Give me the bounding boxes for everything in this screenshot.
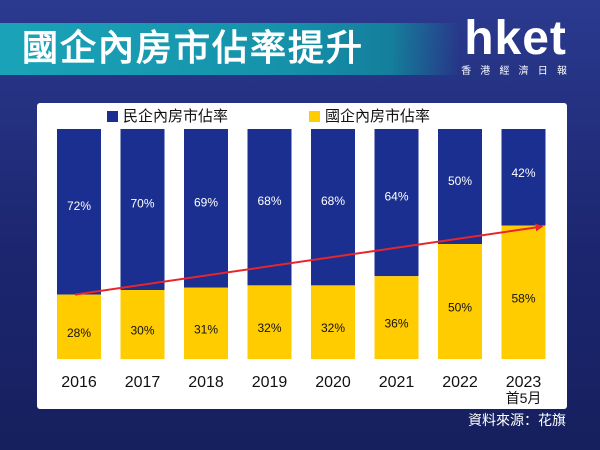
x-tick-label-2017: 2017 [125,374,161,391]
bar-soe-2021 [374,276,419,359]
x-tick-label-2022: 2022 [442,374,478,391]
value-label-soe-2018: 31% [194,322,218,336]
bar-soe-2016 [57,294,101,359]
value-label-soe-2021: 36% [384,317,408,331]
logo-subtitle: 香 港 經 濟 日 報 [461,66,570,77]
bar-private-2022 [438,129,482,244]
trend-arrow-group [74,223,544,296]
value-label-soe-2017: 30% [130,324,154,338]
chart-legend: 民企內房市佔率 國企內房市佔率 [107,107,430,125]
value-label-private-2020: 68% [321,194,345,208]
hket-logo: hket 香 港 經 濟 日 報 [461,12,570,78]
bar-soe-2020 [311,285,355,359]
bar-private-2016 [57,129,101,295]
title-banner [0,23,460,75]
bar-private-2019 [247,129,292,286]
logo-text: hket [464,12,567,65]
stacked-bar-chart: 民企內房市佔率 國企內房市佔率 72% 28% 70% 30% 69% 31% 68% 32% 6… [57,107,546,406]
bar-private-2017 [120,129,165,290]
value-label-private-2022: 50% [448,174,472,188]
legend-label-1: 國企內房市佔率 [325,107,430,125]
bar-private-2021 [374,129,419,277]
x-tick-label-2023: 2023 [506,374,542,391]
value-label-group: 72% 28% 70% 30% 69% 31% 68% 32% 68% 32% 64% 36% 50% 5… [67,166,536,340]
bar-private-2023 [501,129,546,226]
x-tick-label-2016: 2016 [61,374,97,391]
x-tick-label-2021: 2021 [379,374,415,391]
x-tick-label-2019: 2019 [252,374,288,391]
bar-soe-2019 [247,285,292,359]
trend-arrow [74,223,544,296]
bar-private-2018 [184,129,228,288]
legend-swatch-0 [107,111,118,122]
value-label-private-2021: 64% [384,190,408,204]
legend-label-0: 民企內房市佔率 [123,107,228,125]
value-label-private-2018: 69% [194,195,218,209]
value-label-soe-2022: 50% [448,301,472,315]
legend-swatch-1 [309,111,320,122]
value-label-private-2019: 68% [257,194,281,208]
chart-panel: 民企內房市佔率 國企內房市佔率 72% 28% 70% 30% 69% 31% 68% 32% 6… [37,103,567,409]
bar-soe-2023 [501,225,546,359]
bar-group [57,129,546,359]
x-tick-sublabel-2023: 首5月 [506,390,542,406]
x-tick-label-2018: 2018 [188,374,224,391]
value-label-soe-2016: 28% [67,326,91,340]
value-label-soe-2020: 32% [321,321,345,335]
x-tick-label-2020: 2020 [315,374,351,391]
source-note: 資料來源：花旗 [468,413,566,429]
value-label-soe-2023: 58% [511,291,535,305]
page-title: 國企內房市佔率提升 [22,28,365,69]
value-label-private-2017: 70% [130,197,154,211]
value-label-private-2023: 42% [511,166,535,180]
bar-soe-2018 [184,287,228,359]
bar-soe-2017 [120,290,165,359]
bar-soe-2022 [438,244,482,359]
value-label-private-2016: 72% [67,199,91,213]
value-label-soe-2019: 32% [257,321,281,335]
